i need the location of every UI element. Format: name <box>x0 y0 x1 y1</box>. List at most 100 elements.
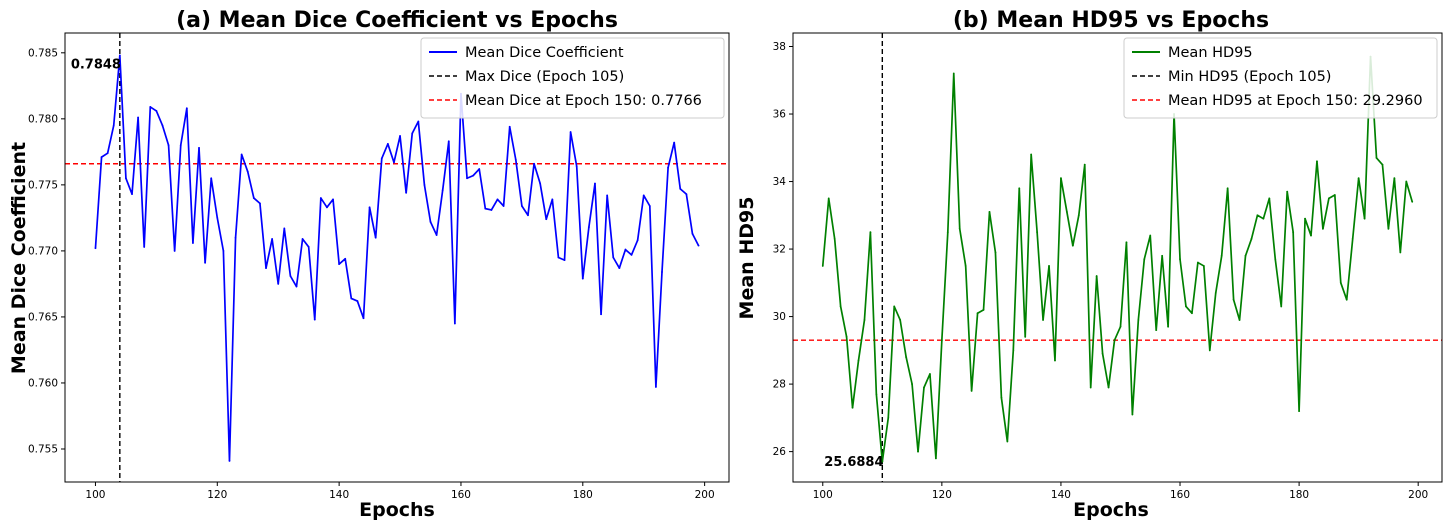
data-point <box>1006 440 1009 443</box>
data-point <box>857 359 860 362</box>
data-point <box>1345 298 1348 301</box>
data-point <box>265 267 267 269</box>
data-point <box>1357 177 1360 180</box>
data-point <box>1232 298 1235 301</box>
data-point <box>417 120 420 123</box>
legend-label-hline: Mean HD95 at Epoch 150: 29.2960 <box>1168 93 1423 109</box>
data-point <box>1405 180 1408 183</box>
data-point <box>1065 211 1068 213</box>
data-point <box>295 285 298 288</box>
data-point <box>1196 261 1199 264</box>
y-tick-label: 0.770 <box>28 245 58 257</box>
plot-area: 25.6884 <box>793 33 1442 482</box>
data-point <box>545 218 548 221</box>
data-point <box>1095 275 1098 277</box>
data-point <box>198 146 200 149</box>
y-tick-label: 0.765 <box>28 311 58 323</box>
data-point <box>1262 217 1265 220</box>
data-point <box>319 197 322 199</box>
data-point <box>252 197 255 199</box>
x-tick-label: 120 <box>932 489 952 501</box>
data-point <box>952 72 955 75</box>
data-point <box>368 206 371 209</box>
y-tick-label: 30 <box>773 311 786 323</box>
data-point <box>1054 359 1056 362</box>
data-point <box>1089 386 1092 389</box>
data-point <box>685 193 688 196</box>
data-point <box>1298 410 1301 413</box>
data-point <box>350 297 353 300</box>
y-tick-label: 0.780 <box>28 113 58 125</box>
data-point <box>911 383 913 385</box>
data-point <box>667 166 669 169</box>
data-point <box>484 207 487 210</box>
data-point <box>964 265 967 267</box>
data-point <box>654 386 657 388</box>
data-point <box>934 457 937 460</box>
data-point <box>851 406 854 409</box>
data-point <box>112 124 115 127</box>
data-point <box>1244 254 1247 257</box>
data-point <box>1083 163 1086 166</box>
data-point <box>478 168 481 170</box>
data-point <box>636 239 639 242</box>
data-point <box>1351 238 1354 240</box>
data-point <box>679 187 682 190</box>
data-point <box>234 236 237 239</box>
data-point <box>661 271 663 273</box>
data-point <box>429 220 432 223</box>
data-point <box>1167 325 1170 328</box>
legend-label-vline: Min HD95 (Epoch 105) <box>1168 69 1331 85</box>
legend: Mean Dice Coefficient Max Dice (Epoch 10… <box>420 37 725 119</box>
data-point <box>313 318 316 321</box>
data-point <box>594 182 596 185</box>
data-point <box>173 249 176 252</box>
data-point <box>149 106 152 108</box>
data-point <box>833 238 836 240</box>
y-tick-label: 36 <box>773 109 787 121</box>
data-point <box>1119 325 1122 328</box>
data-point <box>1077 214 1080 217</box>
data-point <box>1155 329 1158 331</box>
data-point <box>1280 305 1283 308</box>
data-point <box>411 132 414 135</box>
data-point <box>1042 319 1044 321</box>
data-point <box>216 216 219 219</box>
data-point <box>893 305 896 308</box>
data-point <box>380 157 383 160</box>
data-point <box>863 319 866 321</box>
data-point <box>1327 197 1330 200</box>
legend-box <box>420 37 725 119</box>
data-point <box>137 116 140 119</box>
y-tick-label: 34 <box>773 176 787 188</box>
legend-label-vline: Max Dice (Epoch 105) <box>465 69 624 85</box>
x-tick-label: 160 <box>1170 489 1190 501</box>
best-value-annotation: 25.6884 <box>824 455 883 470</box>
tick-group: 100 120 140 160 180 200 26 28 30 32 34 36 38 <box>773 41 1429 501</box>
data-point <box>1000 396 1003 399</box>
x-tick-label: 100 <box>85 489 105 501</box>
data-point <box>514 158 517 161</box>
data-point <box>1060 177 1062 180</box>
data-point <box>1292 231 1295 234</box>
data-point <box>393 161 395 164</box>
data-point <box>988 211 991 213</box>
data-point <box>453 322 456 325</box>
tick-group: 100 120 140 160 180 200 0.755 0.760 0.765 0.770 0.… <box>28 47 715 501</box>
chart-title: (b) Mean HD95 vs Epochs <box>953 8 1269 33</box>
data-point <box>143 246 146 248</box>
data-point <box>1107 386 1110 389</box>
data-point <box>821 265 824 267</box>
data-point <box>100 156 103 159</box>
data-point <box>697 244 700 247</box>
data-point <box>332 198 334 201</box>
data-point <box>673 141 676 144</box>
data-point <box>1268 197 1271 200</box>
y-tick-label: 0.785 <box>28 47 58 59</box>
data-point <box>940 339 943 342</box>
legend-label-hline: Mean Dice at Epoch 150: 0.7766 <box>465 93 702 109</box>
data-point <box>1131 413 1134 416</box>
data-point <box>423 183 426 186</box>
data-point <box>1310 234 1312 237</box>
legend-label-series: Mean Dice Coefficient <box>465 45 624 61</box>
